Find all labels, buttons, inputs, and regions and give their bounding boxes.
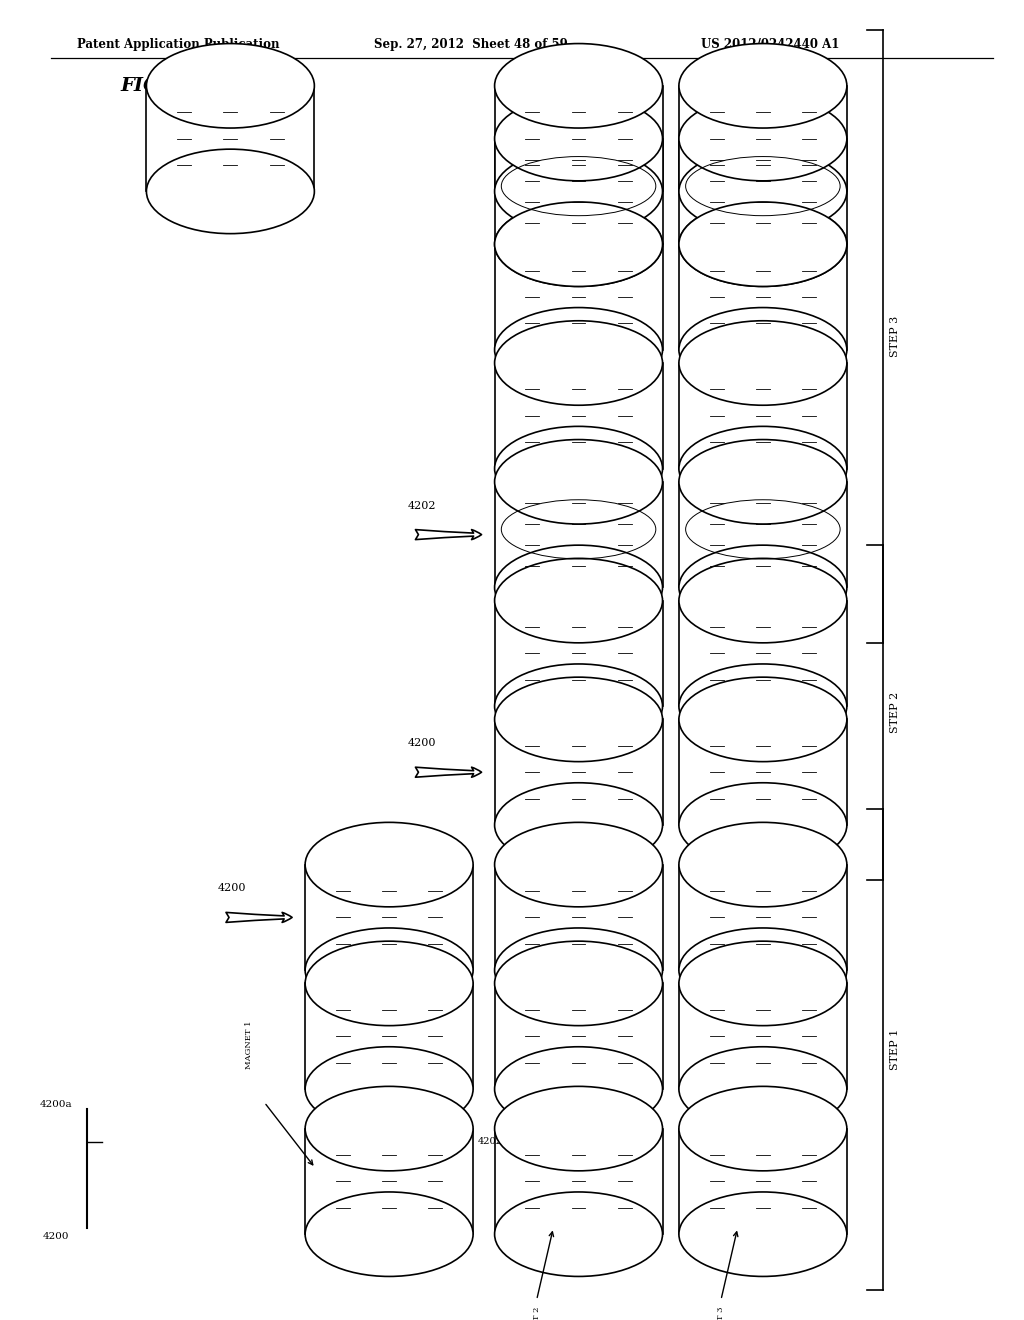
Ellipse shape: [679, 1192, 847, 1276]
Ellipse shape: [679, 96, 847, 181]
Ellipse shape: [679, 664, 847, 748]
Ellipse shape: [679, 1086, 847, 1171]
Polygon shape: [679, 865, 847, 970]
Ellipse shape: [305, 941, 473, 1026]
Ellipse shape: [679, 202, 847, 286]
Ellipse shape: [495, 202, 663, 286]
Ellipse shape: [495, 677, 663, 762]
Ellipse shape: [495, 928, 663, 1012]
Ellipse shape: [679, 44, 847, 128]
Polygon shape: [495, 86, 663, 191]
Ellipse shape: [679, 941, 847, 1026]
Text: 4200: 4200: [43, 1232, 70, 1241]
Polygon shape: [679, 363, 847, 469]
Text: MAGNET 1: MAGNET 1: [245, 1020, 253, 1069]
Text: Patent Application Publication: Patent Application Publication: [77, 38, 280, 51]
Polygon shape: [495, 719, 663, 825]
Ellipse shape: [679, 783, 847, 867]
Ellipse shape: [495, 558, 663, 643]
Polygon shape: [679, 983, 847, 1089]
Polygon shape: [679, 244, 847, 350]
Polygon shape: [495, 363, 663, 469]
Ellipse shape: [679, 426, 847, 511]
Ellipse shape: [679, 308, 847, 392]
Text: 4202: 4202: [408, 500, 436, 511]
Polygon shape: [495, 865, 663, 970]
Ellipse shape: [495, 149, 663, 234]
Text: STEP 2: STEP 2: [890, 692, 900, 734]
Ellipse shape: [305, 1192, 473, 1276]
Ellipse shape: [679, 149, 847, 234]
Ellipse shape: [495, 321, 663, 405]
Ellipse shape: [679, 545, 847, 630]
Text: MAGNET 3: MAGNET 3: [717, 1307, 725, 1320]
Text: 4200a: 4200a: [40, 1100, 73, 1109]
Ellipse shape: [495, 941, 663, 1026]
Text: 4202a: 4202a: [478, 1138, 509, 1146]
Ellipse shape: [495, 202, 663, 286]
Ellipse shape: [146, 149, 314, 234]
Ellipse shape: [495, 426, 663, 511]
Ellipse shape: [679, 440, 847, 524]
Polygon shape: [679, 482, 847, 587]
Ellipse shape: [146, 44, 314, 128]
Ellipse shape: [305, 928, 473, 1012]
Ellipse shape: [495, 1086, 663, 1171]
Ellipse shape: [495, 783, 663, 867]
Ellipse shape: [495, 96, 663, 181]
Polygon shape: [495, 983, 663, 1089]
Text: Sep. 27, 2012  Sheet 48 of 59: Sep. 27, 2012 Sheet 48 of 59: [374, 38, 567, 51]
Polygon shape: [679, 719, 847, 825]
Polygon shape: [305, 983, 473, 1089]
Ellipse shape: [305, 1086, 473, 1171]
Ellipse shape: [679, 202, 847, 286]
Polygon shape: [305, 865, 473, 970]
Polygon shape: [495, 244, 663, 350]
Polygon shape: [679, 139, 847, 244]
Polygon shape: [679, 601, 847, 706]
Polygon shape: [495, 139, 663, 244]
Ellipse shape: [495, 545, 663, 630]
Ellipse shape: [495, 44, 663, 128]
Ellipse shape: [495, 308, 663, 392]
Ellipse shape: [679, 1047, 847, 1131]
Ellipse shape: [495, 1192, 663, 1276]
Text: 4200: 4200: [408, 738, 436, 748]
Ellipse shape: [305, 822, 473, 907]
Ellipse shape: [495, 822, 663, 907]
Text: FIG. 42C: FIG. 42C: [121, 77, 216, 95]
Polygon shape: [495, 482, 663, 587]
Ellipse shape: [305, 1047, 473, 1131]
Polygon shape: [146, 86, 314, 191]
Polygon shape: [495, 601, 663, 706]
Polygon shape: [679, 86, 847, 191]
Ellipse shape: [679, 822, 847, 907]
Polygon shape: [495, 1129, 663, 1234]
Polygon shape: [305, 1129, 473, 1234]
Ellipse shape: [679, 677, 847, 762]
Ellipse shape: [679, 928, 847, 1012]
Text: STEP 3: STEP 3: [890, 315, 900, 358]
Polygon shape: [679, 1129, 847, 1234]
Text: 4200: 4200: [218, 883, 247, 894]
Ellipse shape: [679, 558, 847, 643]
Ellipse shape: [679, 321, 847, 405]
Ellipse shape: [495, 1047, 663, 1131]
Ellipse shape: [495, 664, 663, 748]
Ellipse shape: [495, 440, 663, 524]
Text: STEP 1: STEP 1: [890, 1028, 900, 1071]
Text: MAGNET 2: MAGNET 2: [532, 1307, 541, 1320]
Text: US 2012/0242440 A1: US 2012/0242440 A1: [701, 38, 840, 51]
